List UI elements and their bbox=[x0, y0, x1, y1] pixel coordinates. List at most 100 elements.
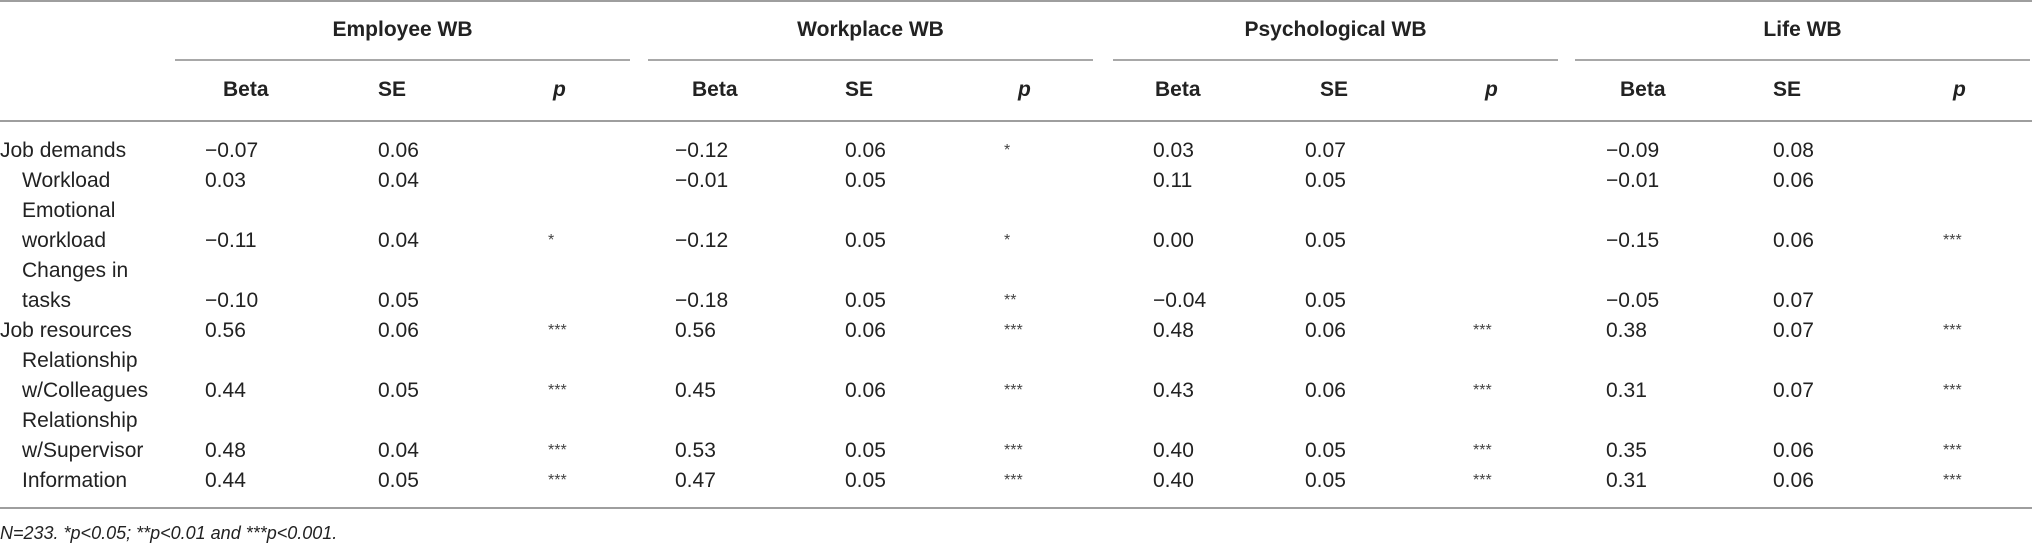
significance-cell: *** bbox=[1004, 442, 1023, 459]
beta-cell: −0.11 bbox=[205, 229, 257, 252]
table-row: w/Supervisor 0.48 0.04 *** 0.53 0.05 *** 0.40 0.… bbox=[0, 436, 2032, 466]
significance-cell: *** bbox=[548, 472, 567, 489]
beta-cell: −0.18 bbox=[675, 289, 729, 312]
significance-cell: * bbox=[1004, 232, 1011, 249]
se-cell: 0.06 bbox=[1305, 379, 1346, 402]
significance-cell: *** bbox=[548, 382, 567, 399]
beta-cell: 0.38 bbox=[1606, 319, 1647, 342]
se-cell: 0.07 bbox=[1305, 139, 1346, 162]
se-cell: 0.05 bbox=[1305, 229, 1346, 252]
beta-cell: −0.10 bbox=[205, 289, 259, 312]
se-cell: 0.05 bbox=[845, 469, 886, 492]
significance-cell: *** bbox=[1473, 472, 1492, 489]
table-row: w/Colleagues 0.44 0.05 *** 0.45 0.06 *** 0.43 0.… bbox=[0, 376, 2032, 406]
significance-cell: *** bbox=[1943, 382, 1962, 399]
beta-cell: 0.00 bbox=[1153, 229, 1194, 252]
beta-cell: −0.15 bbox=[1606, 229, 1660, 252]
significance-cell: * bbox=[548, 232, 555, 249]
beta-cell: 0.31 bbox=[1606, 469, 1647, 492]
row-label: Job resources bbox=[0, 319, 132, 342]
col-header-se: SE bbox=[1320, 78, 1349, 101]
beta-cell: 0.44 bbox=[205, 469, 246, 492]
se-cell: 0.06 bbox=[1773, 439, 1814, 462]
col-header-beta: Beta bbox=[692, 78, 738, 101]
se-cell: 0.07 bbox=[1773, 289, 1814, 312]
significance-cell: *** bbox=[548, 442, 567, 459]
se-cell: 0.05 bbox=[845, 289, 886, 312]
beta-cell: 0.31 bbox=[1606, 379, 1647, 402]
se-cell: 0.06 bbox=[378, 139, 419, 162]
se-cell: 0.04 bbox=[378, 439, 419, 462]
table-row: tasks −0.10 0.05 −0.18 0.05 ** −0.04 0.05 −0.05 0… bbox=[0, 286, 2032, 316]
significance-cell: *** bbox=[1004, 472, 1023, 489]
beta-cell: 0.43 bbox=[1153, 379, 1194, 402]
beta-cell: −0.07 bbox=[205, 139, 259, 162]
significance-cell: *** bbox=[548, 322, 567, 339]
se-cell: 0.04 bbox=[378, 169, 419, 192]
beta-cell: 0.40 bbox=[1153, 469, 1194, 492]
beta-cell: 0.48 bbox=[205, 439, 246, 462]
group-rule-employee-wb bbox=[175, 59, 630, 61]
se-cell: 0.05 bbox=[1305, 169, 1346, 192]
table-footnote: N=233. *p<0.05; **p<0.01 and ***p<0.001. bbox=[0, 523, 338, 543]
beta-cell: 0.56 bbox=[675, 319, 716, 342]
se-cell: 0.07 bbox=[1773, 379, 1814, 402]
beta-cell: −0.12 bbox=[675, 229, 729, 252]
group-header-employee-wb: Employee WB bbox=[332, 18, 473, 41]
group-rule-life-wb bbox=[1575, 59, 2030, 61]
row-label-line1: Emotional bbox=[22, 199, 116, 222]
beta-cell: −0.09 bbox=[1606, 139, 1660, 162]
significance-cell: ** bbox=[1004, 292, 1017, 309]
col-header-beta: Beta bbox=[1155, 78, 1201, 101]
se-cell: 0.04 bbox=[378, 229, 419, 252]
se-cell: 0.06 bbox=[378, 319, 419, 342]
col-header-beta: Beta bbox=[1620, 78, 1666, 101]
significance-cell: *** bbox=[1004, 322, 1023, 339]
col-header-p: p bbox=[1018, 78, 1031, 101]
se-cell: 0.07 bbox=[1773, 319, 1814, 342]
row-label: Workload bbox=[22, 169, 111, 192]
se-cell: 0.05 bbox=[1305, 289, 1346, 312]
se-cell: 0.05 bbox=[378, 379, 419, 402]
beta-cell: 0.45 bbox=[675, 379, 716, 402]
table-row: Information 0.44 0.05 *** 0.47 0.05 *** 0.40 0.0… bbox=[0, 466, 2032, 496]
row-label-line1: Relationship bbox=[22, 349, 138, 372]
top-rule bbox=[0, 0, 2032, 2]
se-cell: 0.06 bbox=[1773, 469, 1814, 492]
group-header-life-wb: Life WB bbox=[1763, 18, 1842, 41]
significance-cell: *** bbox=[1943, 232, 1962, 249]
significance-cell: *** bbox=[1943, 472, 1962, 489]
significance-cell: *** bbox=[1943, 442, 1962, 459]
row-label: workload bbox=[22, 229, 107, 252]
significance-cell: * bbox=[1004, 142, 1011, 159]
se-cell: 0.06 bbox=[1773, 169, 1814, 192]
significance-cell: *** bbox=[1473, 322, 1492, 339]
row-label-line1: Changes in bbox=[22, 259, 129, 282]
beta-cell: 0.44 bbox=[205, 379, 246, 402]
col-header-se: SE bbox=[845, 78, 874, 101]
beta-cell: 0.53 bbox=[675, 439, 716, 462]
row-label: w/Supervisor bbox=[22, 439, 144, 462]
se-cell: 0.05 bbox=[845, 229, 886, 252]
se-cell: 0.05 bbox=[845, 439, 886, 462]
se-cell: 0.05 bbox=[1305, 469, 1346, 492]
se-cell: 0.08 bbox=[1773, 139, 1814, 162]
beta-cell: 0.03 bbox=[205, 169, 246, 192]
col-header-beta: Beta bbox=[223, 78, 269, 101]
header-rule bbox=[0, 120, 2032, 122]
group-rule-workplace-wb bbox=[648, 59, 1093, 61]
col-header-p: p bbox=[1485, 78, 1498, 101]
beta-cell: 0.48 bbox=[1153, 319, 1194, 342]
beta-cell: 0.03 bbox=[1153, 139, 1194, 162]
beta-cell: −0.12 bbox=[675, 139, 729, 162]
se-cell: 0.06 bbox=[1305, 319, 1346, 342]
se-cell: 0.06 bbox=[845, 139, 886, 162]
group-rule-psychological-wb bbox=[1113, 59, 1558, 61]
se-cell: 0.06 bbox=[845, 379, 886, 402]
se-cell: 0.05 bbox=[378, 469, 419, 492]
se-cell: 0.06 bbox=[845, 319, 886, 342]
se-cell: 0.06 bbox=[1773, 229, 1814, 252]
table-row: workload −0.11 0.04 * −0.12 0.05 * 0.00 0.05 −0.1… bbox=[0, 226, 2032, 256]
se-cell: 0.05 bbox=[845, 169, 886, 192]
beta-cell: 0.47 bbox=[675, 469, 716, 492]
